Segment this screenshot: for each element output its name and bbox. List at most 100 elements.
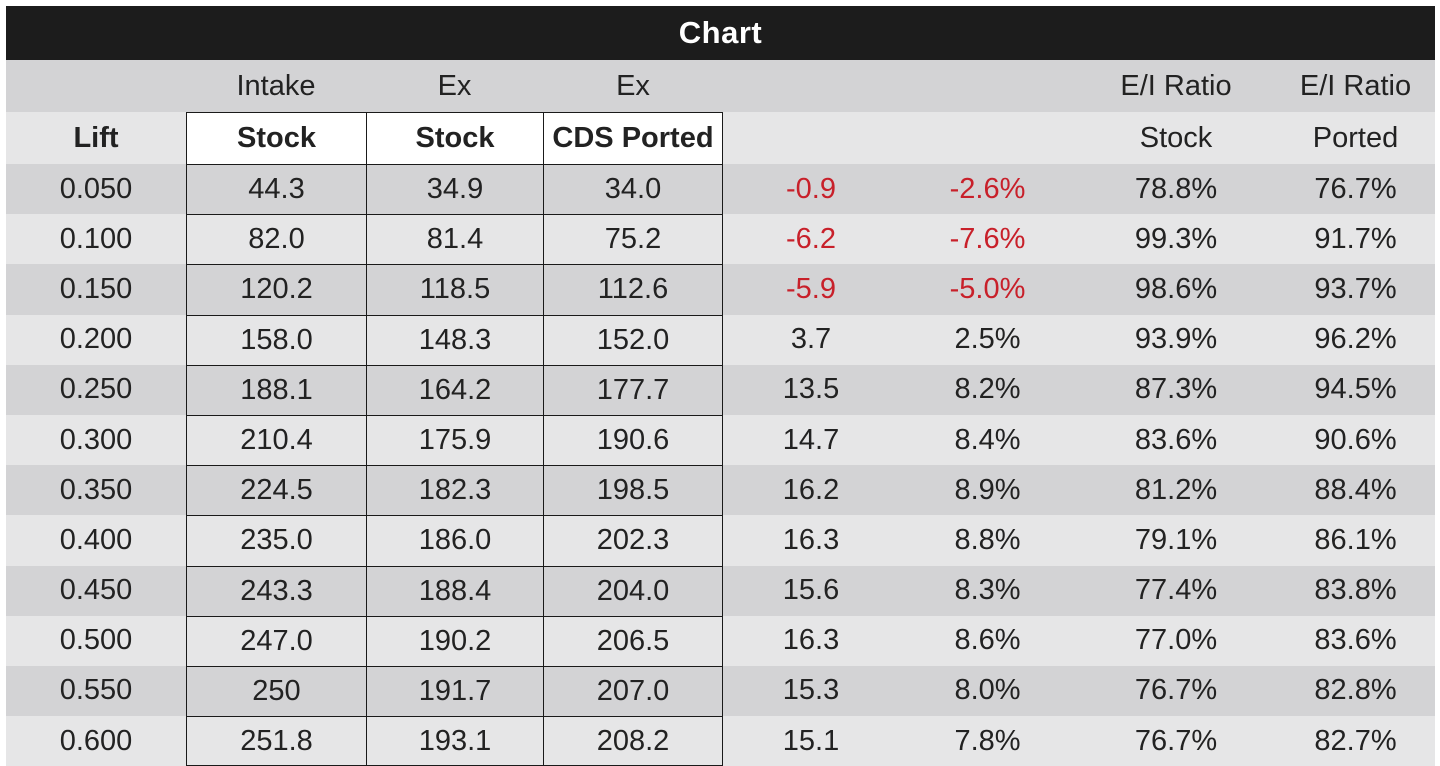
table-cell: 91.7% <box>1276 214 1435 265</box>
table-cell: 81.4 <box>366 214 543 265</box>
table-cell: 75.2 <box>543 214 723 265</box>
column-header-top <box>6 60 186 112</box>
table-cell: 44.3 <box>186 164 366 215</box>
table-cell: 82.7% <box>1276 716 1435 766</box>
table-cell: 98.6% <box>1076 264 1276 315</box>
table-cell: 16.2 <box>723 465 899 516</box>
table-cell: 83.6% <box>1076 414 1276 466</box>
table-cell: 76.7% <box>1076 716 1276 766</box>
table-cell: 76.7% <box>1076 665 1276 717</box>
table-cell: 190.6 <box>543 414 723 466</box>
table-cell: 34.9 <box>366 164 543 215</box>
column-header-top <box>723 60 899 112</box>
column-header-top: Ex <box>616 69 650 102</box>
table-cell: 0.550 <box>6 665 186 717</box>
table-cell: 81.2% <box>1076 465 1276 516</box>
table-cell: 99.3% <box>1076 214 1276 265</box>
table-cell: 0.150 <box>6 264 186 315</box>
table-cell: 202.3 <box>543 515 723 566</box>
table-cell: 82.0 <box>186 214 366 265</box>
table-cell: -0.9 <box>723 164 899 215</box>
header-row-2: Lift Stock Stock CDS Ported Stock Ported <box>6 112 1435 164</box>
table-cell: 94.5% <box>1276 364 1435 415</box>
table-cell: 0.600 <box>6 716 186 766</box>
table-cell: 191.7 <box>366 665 543 717</box>
table-cell: 8.9% <box>899 465 1076 516</box>
data-table: Chart Intake Ex Ex E/I Ratio E/I Ratio Lift St… <box>6 6 1435 766</box>
table-cell: 164.2 <box>366 364 543 415</box>
table-row: 0.250 188.1 164.2 177.7 13.5 8.2% 87.3% 94.5% <box>6 364 1435 415</box>
table-row: 0.500 247.0 190.2 206.5 16.3 8.6% 77.0% 83.6% <box>6 615 1435 666</box>
table-cell: 250 <box>186 665 366 717</box>
table-cell: 175.9 <box>366 414 543 466</box>
table-cell: 8.0% <box>899 665 1076 717</box>
table-cell: 188.1 <box>186 364 366 415</box>
table-cell: -7.6% <box>899 214 1076 265</box>
table-cell: 190.2 <box>366 615 543 666</box>
column-header-top: E/I Ratio <box>1120 69 1232 102</box>
table-cell: 15.6 <box>723 565 899 616</box>
column-header <box>899 112 1076 164</box>
table-cell: 204.0 <box>543 565 723 616</box>
table-row: 0.150 120.2 118.5 112.6 -5.9 -5.0% 98.6% 93.7% <box>6 264 1435 315</box>
table-cell: 152.0 <box>543 314 723 365</box>
table-cell: 79.1% <box>1076 515 1276 566</box>
table-cell: 0.500 <box>6 615 186 666</box>
table-row: 0.600 251.8 193.1 208.2 15.1 7.8% 76.7% 82.7% <box>6 716 1435 766</box>
table-cell: 0.250 <box>6 364 186 415</box>
table-cell: 16.3 <box>723 615 899 666</box>
table-cell: 206.5 <box>543 615 723 666</box>
table-cell: 210.4 <box>186 414 366 466</box>
table-cell: 8.2% <box>899 364 1076 415</box>
table-cell: 14.7 <box>723 414 899 466</box>
column-header: Stock <box>366 112 543 164</box>
column-header-top: Ex <box>437 69 472 102</box>
table-cell: 96.2% <box>1276 314 1435 365</box>
table-cell: 247.0 <box>186 615 366 666</box>
table-cell: 251.8 <box>186 716 366 766</box>
table-cell: 188.4 <box>366 565 543 616</box>
table-cell: 76.7% <box>1276 164 1435 215</box>
table-cell: 148.3 <box>366 314 543 365</box>
table-cell: 243.3 <box>186 565 366 616</box>
table-row: 0.200 158.0 148.3 152.0 3.7 2.5% 93.9% 96.2% <box>6 314 1435 365</box>
table-cell: 177.7 <box>543 364 723 415</box>
table-cell: 0.400 <box>6 515 186 566</box>
column-header: CDS Ported <box>543 112 723 164</box>
table-cell: -5.9 <box>723 264 899 315</box>
column-header-top <box>899 60 1076 112</box>
table-cell: 207.0 <box>543 665 723 717</box>
table-cell: 120.2 <box>186 264 366 315</box>
table-cell: 87.3% <box>1076 364 1276 415</box>
table-cell: 15.3 <box>723 665 899 717</box>
table-cell: 208.2 <box>543 716 723 766</box>
table-row: 0.300 210.4 175.9 190.6 14.7 8.4% 83.6% 90.6% <box>6 414 1435 466</box>
table-cell: 0.450 <box>6 565 186 616</box>
table-cell: 118.5 <box>366 264 543 315</box>
table-cell: 0.050 <box>6 164 186 215</box>
column-header: Stock <box>1076 112 1276 164</box>
column-header-top: E/I Ratio <box>1299 69 1412 102</box>
table-cell: 7.8% <box>899 716 1076 766</box>
table-cell: 8.8% <box>899 515 1076 566</box>
table-cell: -2.6% <box>899 164 1076 215</box>
column-header: Lift <box>6 112 186 164</box>
header-row-1: Intake Ex Ex E/I Ratio E/I Ratio <box>6 60 1435 112</box>
table-cell: 90.6% <box>1276 414 1435 466</box>
table-cell: 8.4% <box>899 414 1076 466</box>
table-cell: 193.1 <box>366 716 543 766</box>
table-cell: 158.0 <box>186 314 366 365</box>
table-cell: 235.0 <box>186 515 366 566</box>
table-row: 0.100 82.0 81.4 75.2 -6.2 -7.6% 99.3% 91.7% <box>6 214 1435 265</box>
table-cell: 0.100 <box>6 214 186 265</box>
table-cell: 83.6% <box>1276 615 1435 666</box>
table-cell: 8.6% <box>899 615 1076 666</box>
table-row: 0.550 250 191.7 207.0 15.3 8.0% 76.7% 82.8% <box>6 665 1435 717</box>
column-header <box>723 112 899 164</box>
table-cell: 16.3 <box>723 515 899 566</box>
table-row: 0.050 44.3 34.9 34.0 -0.9 -2.6% 78.8% 76.7% <box>6 164 1435 215</box>
table-cell: 0.350 <box>6 465 186 516</box>
column-header: Ported <box>1276 112 1435 164</box>
table-cell: 82.8% <box>1276 665 1435 717</box>
table-cell: 8.3% <box>899 565 1076 616</box>
